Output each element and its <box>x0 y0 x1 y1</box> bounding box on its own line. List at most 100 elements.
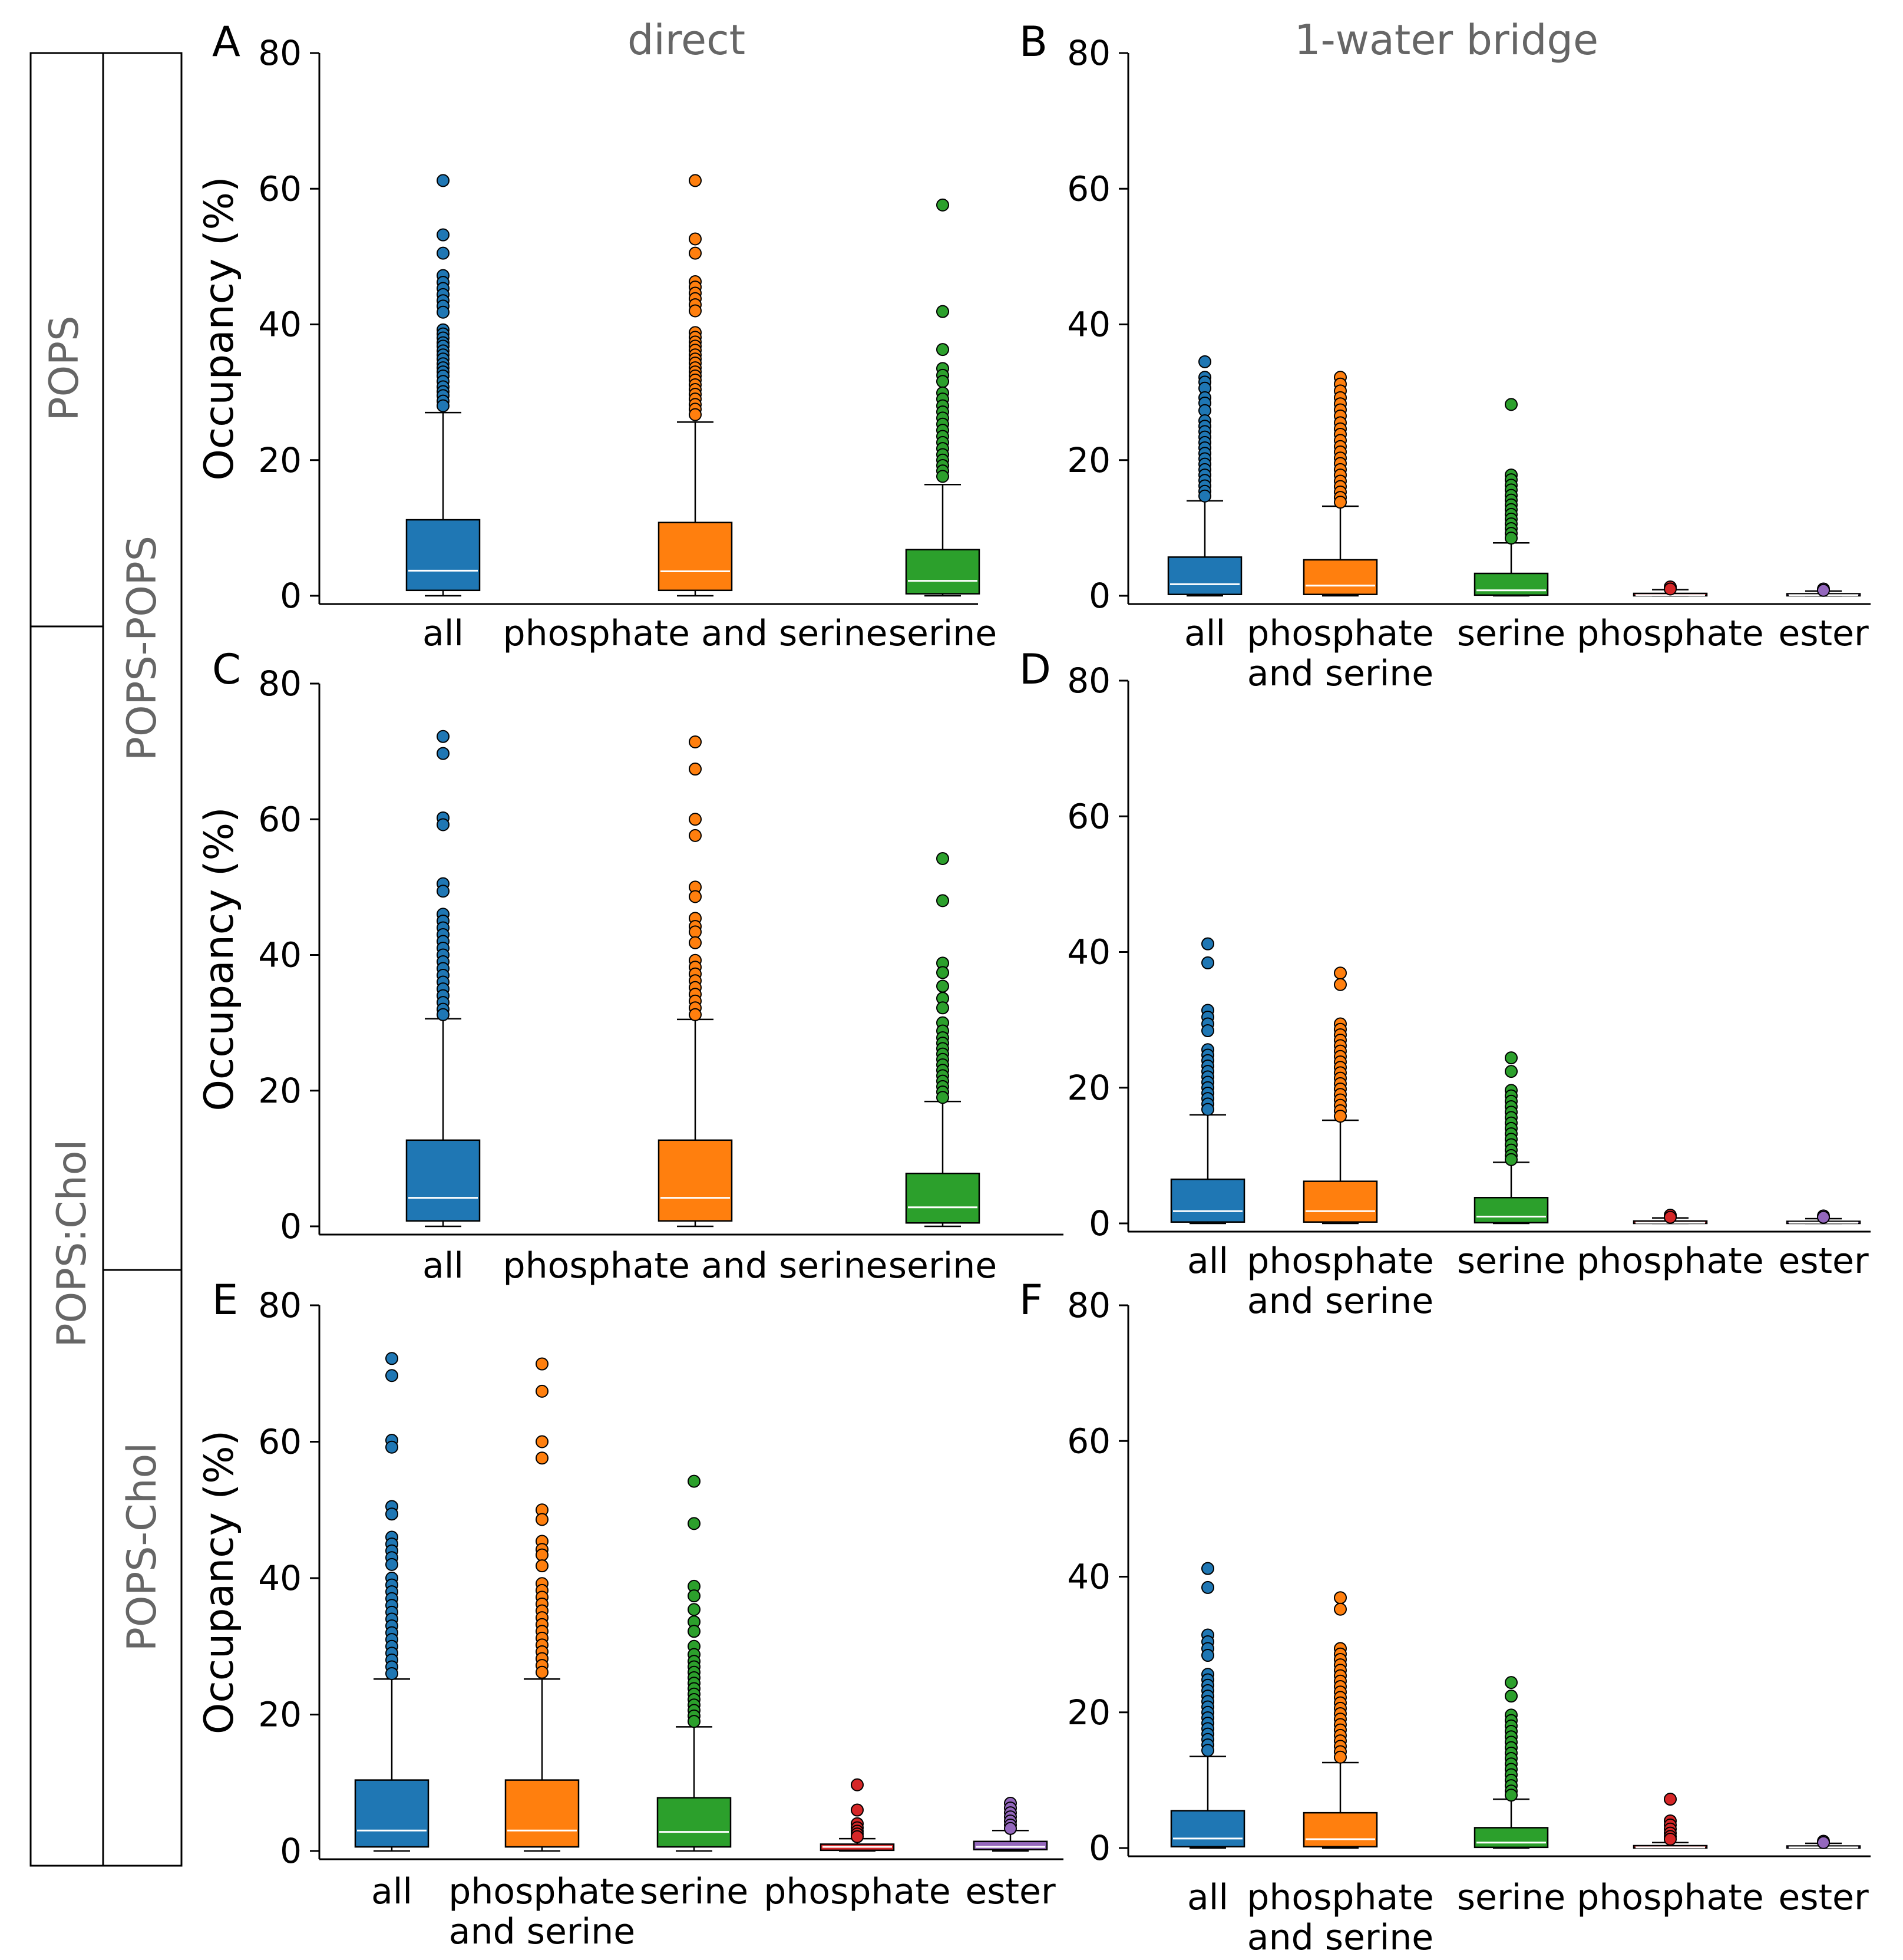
box-body <box>405 1139 481 1222</box>
outlier-point <box>1817 583 1830 597</box>
y-axis-label: Occupancy (%) <box>196 176 243 480</box>
box-phosphate-and-serine <box>658 735 733 1228</box>
box-serine <box>656 1474 732 1852</box>
y-tick-label: 40 <box>258 1558 302 1598</box>
panels: A 0 20 40 60 80 Occupancy (%) all phosphate and … <box>196 18 1871 1958</box>
box-all <box>1167 355 1243 597</box>
column-title-direct: direct <box>627 16 745 64</box>
y-tick-label: 20 <box>1067 1068 1111 1108</box>
y-tick-label: 0 <box>1089 1828 1111 1868</box>
x-tick-label-line: and serine <box>1247 1917 1433 1958</box>
outlier-point <box>536 1513 549 1526</box>
x-tick-label: phosphate <box>1577 1240 1763 1282</box>
box-body <box>905 1172 980 1224</box>
x-tick-label: phosphate <box>1577 613 1763 654</box>
box-serine <box>1473 1676 1549 1849</box>
outlier-point <box>688 1603 701 1616</box>
box-phosphate-and-serine <box>658 174 733 597</box>
x-tick-label-line: ester <box>1778 1877 1869 1918</box>
x-tick-label: all <box>422 1245 464 1286</box>
outlier-point <box>1334 1750 1347 1764</box>
outlier-point <box>689 813 702 826</box>
x-tick-label: serine <box>640 1871 748 1912</box>
outlier-point <box>385 1440 398 1454</box>
x-tick-label-line: and serine <box>449 1911 635 1952</box>
y-tick-label: 40 <box>1067 1557 1111 1597</box>
outlier-point <box>1505 1789 1518 1802</box>
x-tick-label: serine <box>1457 1877 1565 1918</box>
x-tick-label-line: phosphate and serine <box>503 1245 888 1286</box>
y-tick-label: 40 <box>1067 932 1111 972</box>
outlier-point <box>688 1625 701 1638</box>
box-phosphate <box>1633 580 1708 597</box>
box-serine <box>905 198 980 597</box>
pair-label-pops-chol: POPS-Chol <box>119 1443 166 1651</box>
x-tick-label: all <box>1184 613 1225 654</box>
x-tick-label: all <box>371 1871 412 1912</box>
box-all <box>405 174 481 597</box>
outlier-point <box>385 1667 398 1681</box>
outlier-point <box>689 735 702 749</box>
outlier-point <box>1664 1833 1677 1846</box>
box-body <box>1167 556 1243 595</box>
panel-letter: B <box>1019 18 1048 66</box>
outlier-point <box>437 246 450 260</box>
outlier-point <box>689 1008 702 1021</box>
outlier-point <box>936 305 949 318</box>
x-tick-label: ester <box>1778 613 1869 654</box>
outlier-point <box>1664 1210 1677 1224</box>
outlier-point <box>851 1778 864 1791</box>
x-tick-label: all <box>1187 1877 1228 1918</box>
y-tick-label: 60 <box>258 799 302 839</box>
outlier-point <box>437 885 450 898</box>
panel-letter: E <box>212 1276 238 1324</box>
outlier-point <box>689 232 702 246</box>
outlier-point <box>1201 1103 1214 1116</box>
box-all <box>1170 1562 1245 1849</box>
outlier-point <box>1201 1562 1214 1575</box>
outlier-point <box>936 1001 949 1015</box>
y-tick-label: 80 <box>1067 661 1111 701</box>
outlier-point <box>437 730 450 743</box>
box-body <box>658 522 733 592</box>
outlier-point <box>536 1559 549 1573</box>
y-tick-label: 0 <box>280 576 302 616</box>
box-serine <box>1473 398 1549 597</box>
column-title-water-bridge: 1-water bridge <box>1294 16 1598 64</box>
x-tick-label-line: and serine <box>1247 1281 1433 1322</box>
x-tick-label: serine <box>888 1245 997 1286</box>
outlier-point <box>688 1517 701 1530</box>
outlier-point <box>385 1558 398 1571</box>
outlier-point <box>1334 1591 1347 1605</box>
outlier-point <box>1201 956 1214 969</box>
outlier-point <box>1201 1580 1214 1594</box>
y-tick-label: 60 <box>1067 169 1111 209</box>
outlier-point <box>437 174 450 187</box>
outlier-point <box>688 1589 701 1603</box>
outlier-point <box>688 1474 701 1488</box>
box-all <box>405 730 481 1228</box>
outlier-point <box>1334 1110 1347 1123</box>
y-tick-label: 60 <box>1067 796 1111 836</box>
box-body <box>658 1139 733 1222</box>
y-tick-label: 0 <box>1089 1203 1111 1243</box>
outlier-point <box>536 1357 549 1371</box>
outlier-point <box>936 375 949 388</box>
x-tick-label-line: serine <box>888 613 997 654</box>
outlier-point <box>536 1384 549 1398</box>
y-tick-label: 40 <box>1067 305 1111 345</box>
x-tick-label-line: phosphate <box>1247 613 1433 654</box>
box-phosphate <box>1633 1209 1708 1225</box>
outlier-point <box>689 304 702 318</box>
box-ester <box>973 1796 1048 1852</box>
outlier-point <box>936 966 949 979</box>
box-serine <box>905 852 980 1228</box>
outlier-point <box>536 1665 549 1679</box>
y-tick-label: 20 <box>1067 1692 1111 1733</box>
outlier-point <box>689 890 702 903</box>
box-phosphate-and-serine <box>1303 1591 1378 1849</box>
box-body <box>905 549 980 595</box>
